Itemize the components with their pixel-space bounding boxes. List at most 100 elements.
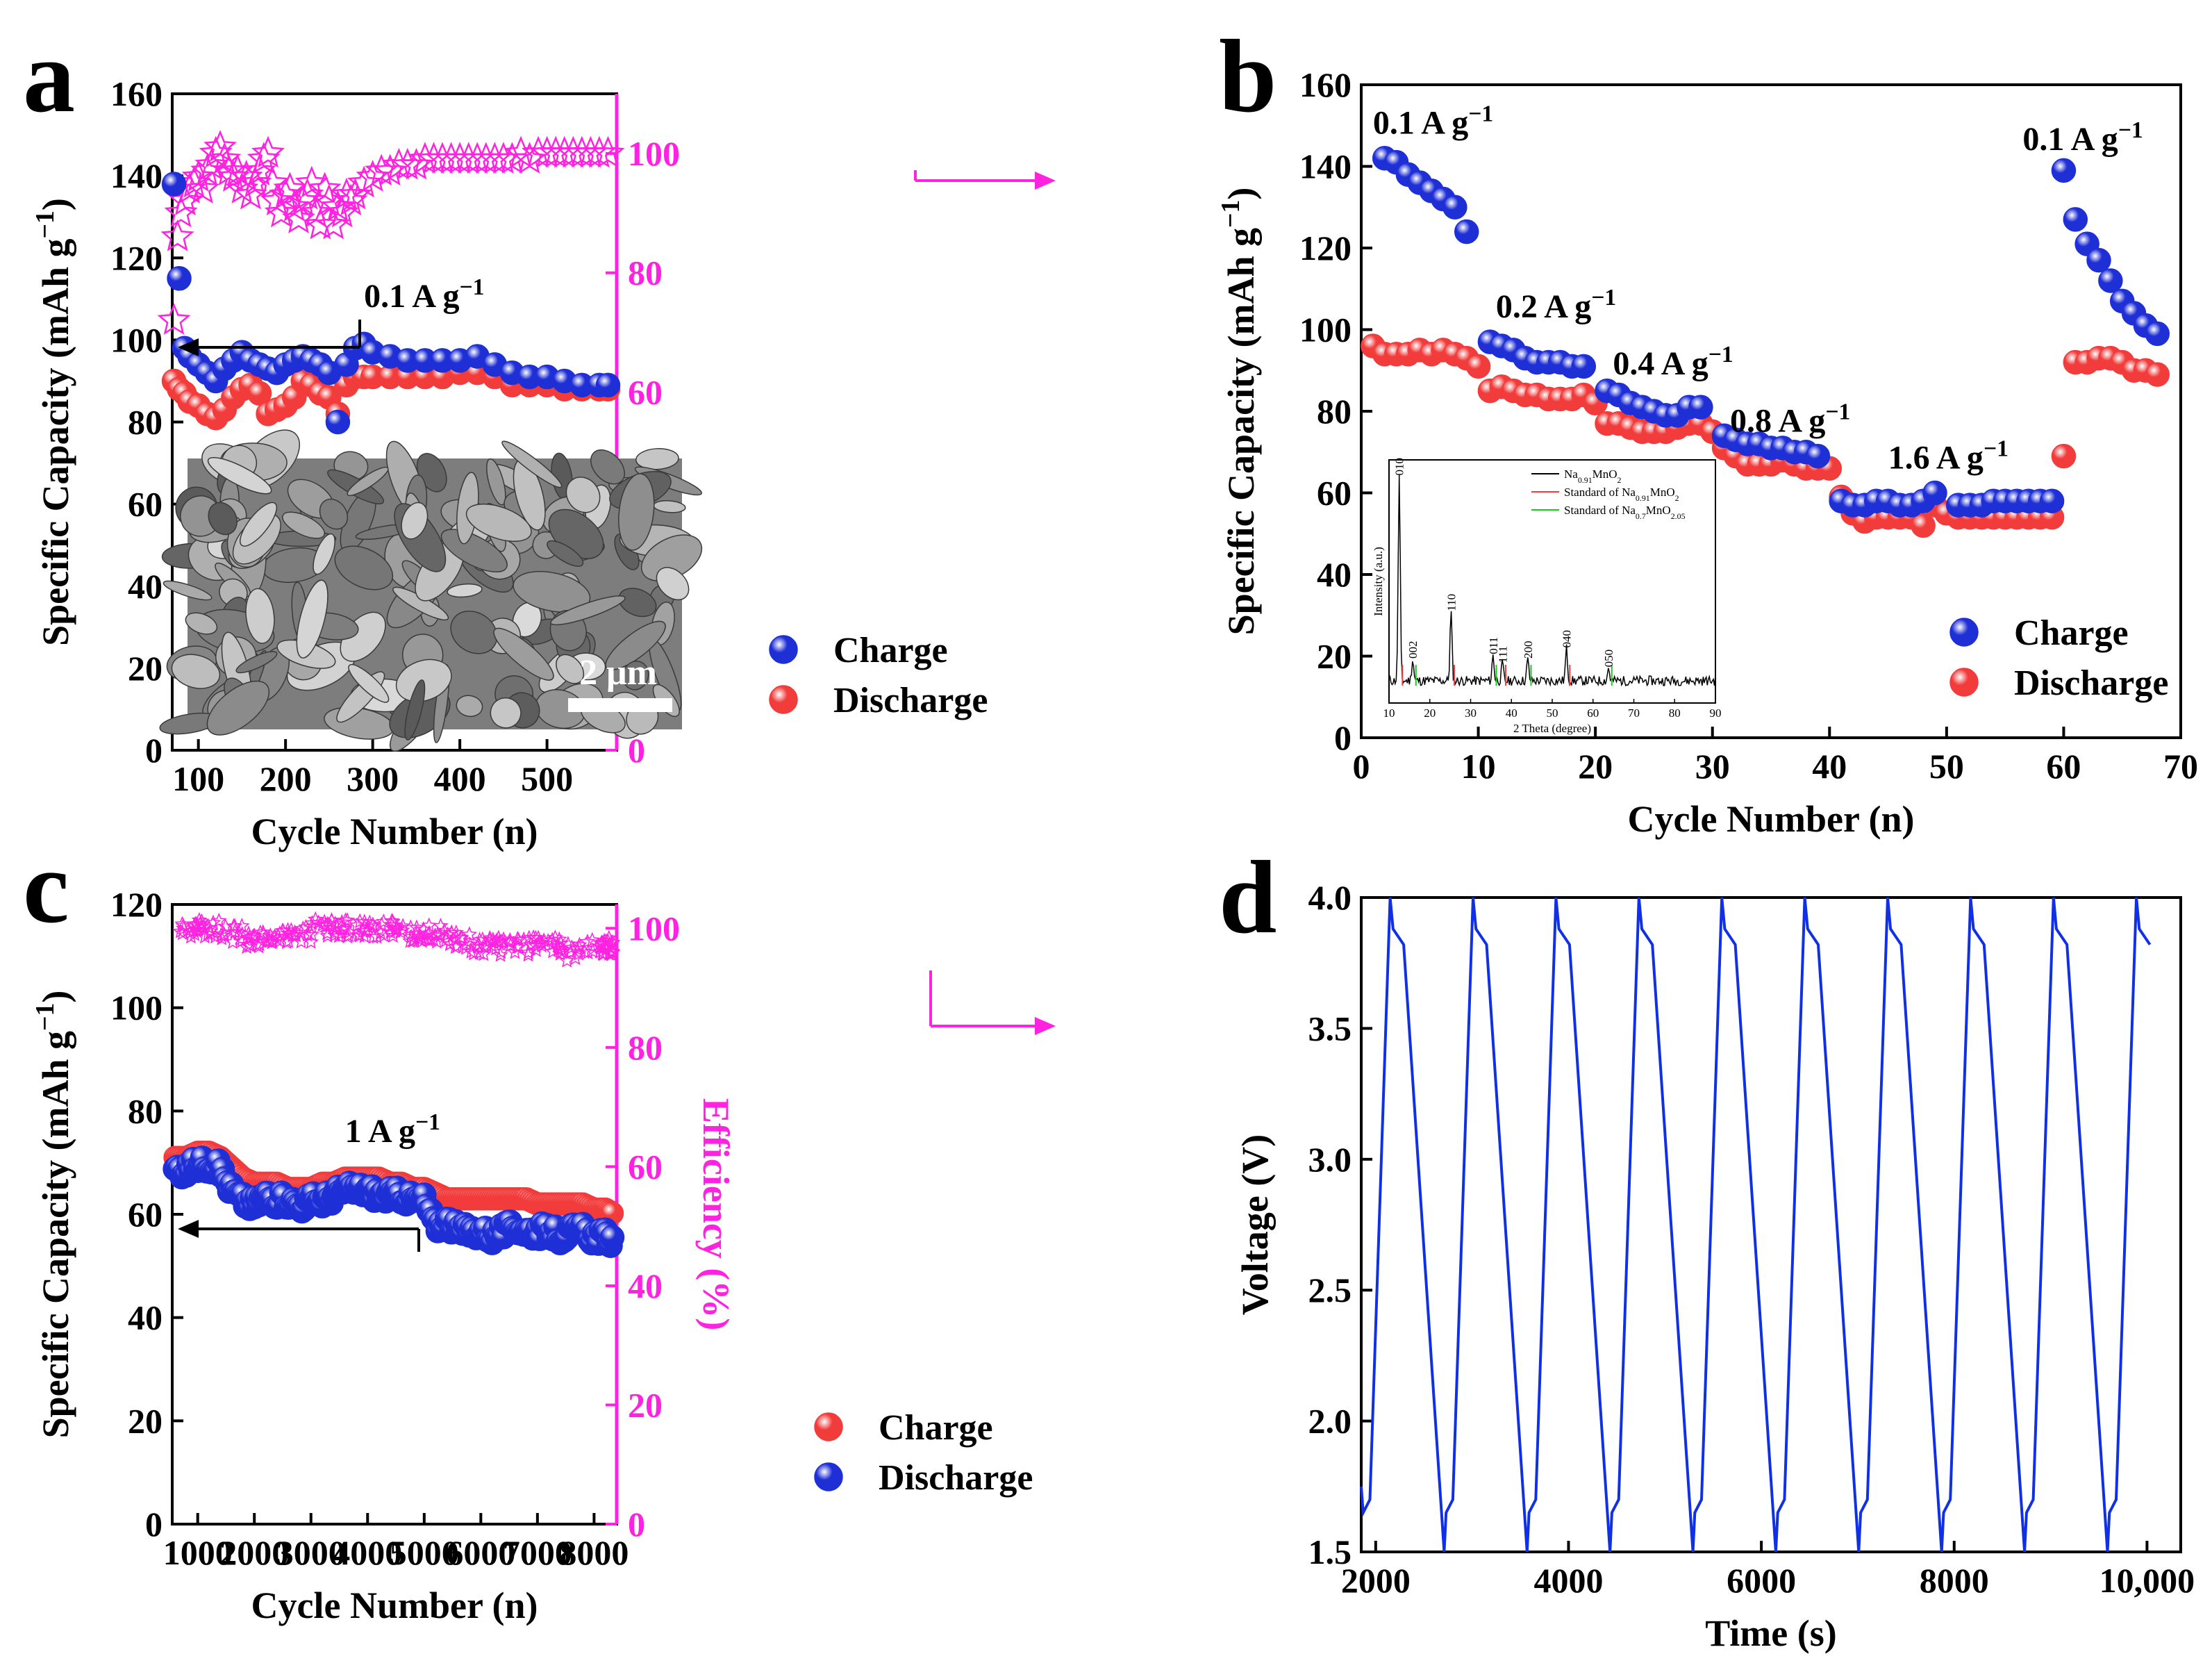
data-point bbox=[599, 1225, 625, 1250]
x-tick-label: 60 bbox=[2046, 747, 2081, 786]
sem-crystal bbox=[440, 529, 508, 572]
peak-label: 050 bbox=[1602, 650, 1615, 668]
x-tick-label: 3000 bbox=[276, 1533, 346, 1572]
data-point bbox=[1911, 513, 1936, 538]
data-point bbox=[769, 685, 798, 714]
y-tick-label: 20 bbox=[1317, 637, 1352, 676]
rate-annotation: 0.8 A g−1 bbox=[1730, 399, 1850, 440]
y-axis-label: Specific Capacity (mAh g−1) bbox=[1216, 188, 1262, 636]
y-tick-label: 40 bbox=[128, 1298, 163, 1337]
efficiency-star bbox=[584, 932, 601, 948]
y-tick-label: 80 bbox=[128, 403, 163, 442]
efficiency-star bbox=[333, 925, 349, 941]
efficiency-star bbox=[303, 207, 338, 240]
efficiency-star bbox=[214, 930, 230, 945]
efficiency-star bbox=[351, 913, 368, 929]
efficiency-star bbox=[388, 920, 405, 936]
legend-entry: Discharge bbox=[879, 1458, 1033, 1498]
efficiency-star bbox=[591, 135, 625, 168]
y-tick-label: 80 bbox=[128, 1091, 163, 1130]
rate-annotation: 0.2 A g−1 bbox=[1496, 284, 1616, 325]
y-axis-label: Specific Capacity (mAh g−1) bbox=[31, 198, 76, 646]
inset-legend-entry: Standard of Na0.91MnO2 bbox=[1564, 486, 1679, 503]
panel-d: 2000 4000 6000 8000 10,000 1.5 2.0 2.5 3.0 3.5 4.0… bbox=[1219, 840, 2195, 1654]
y2-tick-label: 0 bbox=[628, 1505, 645, 1544]
efficiency-star bbox=[349, 917, 365, 932]
y-axis-label: Voltage (V) bbox=[1234, 1134, 1276, 1315]
efficiency-star bbox=[449, 938, 465, 953]
x-tick-label: 50 bbox=[1929, 747, 1964, 786]
sem-crystal bbox=[208, 502, 238, 536]
sem-crystal bbox=[618, 473, 655, 551]
inset-x-tick-label: 40 bbox=[1506, 706, 1517, 720]
data-point bbox=[167, 266, 192, 291]
data-point bbox=[1465, 354, 1491, 379]
y-tick-label: 2.0 bbox=[1308, 1402, 1352, 1441]
y2-tick-label: 40 bbox=[628, 1266, 663, 1305]
x-tick-label: 0 bbox=[1353, 747, 1370, 786]
efficiency-star bbox=[317, 207, 351, 240]
y-tick-label: 20 bbox=[128, 1401, 163, 1440]
inset-x-tick-label: 80 bbox=[1669, 706, 1681, 720]
efficiency-star bbox=[365, 154, 399, 186]
sem-crystal bbox=[635, 447, 679, 470]
efficiency-star bbox=[326, 927, 343, 942]
data-point bbox=[2063, 207, 2088, 232]
efficiency-star bbox=[493, 933, 510, 949]
efficiency-star bbox=[213, 927, 229, 943]
x-tick-label: 500 bbox=[521, 759, 573, 798]
efficiency-star bbox=[490, 929, 507, 945]
y-tick-label: 3.0 bbox=[1308, 1140, 1352, 1179]
sem-crystal bbox=[493, 627, 554, 681]
sem-crystal bbox=[590, 449, 625, 485]
data-point bbox=[2086, 247, 2111, 273]
efficiency-star bbox=[390, 147, 424, 180]
data-point bbox=[2145, 362, 2170, 387]
sem-scale-bar bbox=[568, 698, 672, 712]
sem-crystal bbox=[501, 440, 563, 488]
x-tick-label: 200 bbox=[260, 759, 312, 798]
x-tick-label: 70 bbox=[2163, 747, 2198, 786]
sem-crystal bbox=[404, 679, 426, 741]
data-point bbox=[1442, 195, 1467, 220]
y-tick-label: 40 bbox=[128, 567, 163, 606]
y-tick-label: 120 bbox=[110, 885, 163, 924]
y-tick-label: 80 bbox=[1317, 392, 1352, 431]
y-tick-label: 60 bbox=[128, 1195, 163, 1234]
x-tick-label: 10 bbox=[1461, 747, 1496, 786]
sem-crystal bbox=[171, 654, 221, 689]
efficiency-star bbox=[226, 923, 243, 939]
sem-crystal bbox=[550, 595, 626, 626]
sem-crystal bbox=[447, 583, 483, 598]
data-point bbox=[161, 172, 187, 197]
sem-crystal bbox=[465, 503, 532, 543]
efficiency-star bbox=[194, 147, 228, 180]
data-point bbox=[1949, 618, 1979, 647]
x-axis-label: Time (s) bbox=[1705, 1612, 1836, 1654]
y2-tick-label: 100 bbox=[628, 909, 680, 948]
y2-tick-label: 80 bbox=[628, 1028, 663, 1067]
efficiency-star bbox=[387, 916, 403, 932]
efficiency-star bbox=[338, 177, 372, 210]
legend-entry: Discharge bbox=[2014, 663, 2168, 703]
efficiency-star bbox=[552, 941, 569, 956]
sem-crystal bbox=[547, 540, 584, 567]
data-point bbox=[1454, 219, 1479, 245]
efficiency-star bbox=[205, 914, 222, 930]
x-tick-label: 30 bbox=[1695, 747, 1730, 786]
panel-letter: c bbox=[23, 829, 69, 945]
efficiency-star bbox=[193, 917, 210, 932]
panel-c: 1000200030004000500060007000800002040608… bbox=[23, 829, 1056, 1626]
data-point bbox=[1805, 443, 1831, 469]
panel-letter: a bbox=[23, 19, 75, 134]
x-tick-label: 300 bbox=[347, 759, 399, 798]
efficiency-star bbox=[501, 934, 517, 950]
sem-crystal bbox=[565, 477, 601, 513]
efficiency-star bbox=[246, 927, 263, 943]
rate-annotation: 0.1 A g−1 bbox=[2022, 117, 2143, 158]
data-point bbox=[1949, 668, 1979, 697]
voltage-curve bbox=[1360, 897, 2152, 1553]
arrow-head bbox=[1035, 1017, 1056, 1035]
efficiency-star bbox=[202, 925, 219, 941]
inset-x-tick-label: 30 bbox=[1465, 706, 1477, 720]
